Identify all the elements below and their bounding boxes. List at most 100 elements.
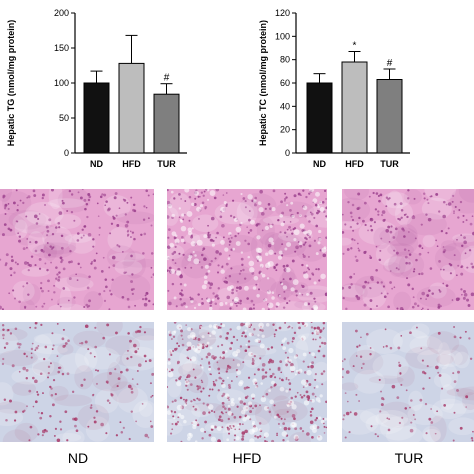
cell-dot xyxy=(317,268,320,271)
cell-dot xyxy=(247,231,250,234)
cell-dot xyxy=(5,418,8,422)
cell-dot xyxy=(61,199,64,202)
cell-dot xyxy=(403,235,406,238)
cell-dot xyxy=(207,332,210,335)
cell-dot xyxy=(216,231,219,235)
cell-dot xyxy=(389,270,392,272)
cell-dot xyxy=(308,268,311,271)
cell-dot xyxy=(281,379,284,382)
cell-dot xyxy=(25,282,29,285)
cell-dot xyxy=(120,430,124,434)
lipid-vacuole xyxy=(250,219,255,225)
tissue-patch xyxy=(0,189,13,202)
bar-tur xyxy=(376,79,403,154)
cell-dot xyxy=(38,257,42,261)
tissue-patch xyxy=(117,387,148,414)
cell-dot xyxy=(60,260,63,264)
cell-dot xyxy=(318,279,321,282)
cell-dot xyxy=(247,340,251,343)
tissue-patch xyxy=(167,418,183,436)
cell-dot xyxy=(150,224,153,227)
cell-dot xyxy=(208,433,212,437)
cell-dot xyxy=(7,202,10,205)
cell-dot xyxy=(124,224,129,228)
cell-dot xyxy=(242,268,245,272)
cell-dot xyxy=(230,236,233,239)
tissue-patch xyxy=(55,433,82,442)
lipid-vacuole xyxy=(317,203,320,206)
cell-dot xyxy=(180,289,183,292)
cell-dot xyxy=(221,265,224,268)
lipid-vacuole xyxy=(271,291,275,294)
lipid-vacuole xyxy=(311,398,315,403)
cell-dot xyxy=(375,305,378,308)
tissue-patch xyxy=(191,404,212,418)
y-tick-label: 150 xyxy=(54,43,69,53)
cell-dot xyxy=(227,417,231,421)
tissue-patch xyxy=(398,255,412,277)
cell-dot xyxy=(184,200,187,202)
cell-dot xyxy=(264,375,268,378)
cell-dot xyxy=(314,373,317,376)
cell-dot xyxy=(452,372,455,375)
lipid-vacuole xyxy=(223,200,227,205)
cell-dot xyxy=(185,398,188,402)
tissue-patch xyxy=(235,289,268,305)
cell-dot xyxy=(357,206,361,210)
tissue-patch xyxy=(388,253,406,277)
cell-dot xyxy=(427,202,430,205)
cell-dot xyxy=(282,278,285,281)
tissue-patch xyxy=(290,288,327,298)
lipid-vacuole xyxy=(242,307,247,310)
significance-mark: # xyxy=(164,73,170,84)
cell-dot xyxy=(356,345,359,348)
cell-dot xyxy=(420,272,424,276)
cell-dot xyxy=(436,245,439,248)
cell-dot xyxy=(284,192,287,195)
cell-dot xyxy=(437,331,441,335)
lipid-vacuole xyxy=(226,285,232,291)
cell-dot xyxy=(470,436,474,440)
cell-dot xyxy=(126,297,130,301)
lipid-vacuole xyxy=(236,325,241,331)
cell-dot xyxy=(227,407,231,411)
cell-dot xyxy=(110,222,114,225)
tissue-patch xyxy=(47,198,86,208)
cell-dot xyxy=(105,432,108,435)
cell-dot xyxy=(463,240,467,245)
cell-dot xyxy=(235,304,238,307)
lipid-vacuole xyxy=(320,419,325,424)
lipid-vacuole xyxy=(167,368,170,371)
cell-dot xyxy=(93,420,97,424)
cell-dot xyxy=(274,252,277,255)
cell-dot xyxy=(148,299,151,303)
cell-dot xyxy=(466,298,470,302)
tissue-patch xyxy=(372,353,409,379)
cell-dot xyxy=(386,292,389,295)
cell-dot xyxy=(240,322,244,327)
cell-dot xyxy=(268,368,271,371)
lipid-vacuole xyxy=(259,263,264,268)
x-tick-label: HFD xyxy=(122,159,141,169)
cell-dot xyxy=(94,326,97,329)
cell-dot xyxy=(284,197,287,201)
cell-dot xyxy=(106,399,110,402)
cell-dot xyxy=(125,368,129,372)
cell-dot xyxy=(385,229,390,233)
cell-dot xyxy=(225,192,228,194)
cell-dot xyxy=(405,261,408,265)
cell-dot xyxy=(289,277,292,281)
tissue-patch xyxy=(221,272,262,287)
cell-dot xyxy=(126,220,130,224)
cell-dot xyxy=(437,303,441,307)
y-tick-label: 0 xyxy=(285,148,290,158)
cell-dot xyxy=(219,215,223,219)
cell-dot xyxy=(253,355,256,358)
cell-dot xyxy=(144,360,147,363)
cell-dot xyxy=(182,218,185,221)
cell-dot xyxy=(145,291,149,295)
cell-dot xyxy=(7,329,10,332)
tissue-patch xyxy=(85,416,111,442)
cell-dot xyxy=(463,236,466,239)
cell-dot xyxy=(90,262,93,265)
